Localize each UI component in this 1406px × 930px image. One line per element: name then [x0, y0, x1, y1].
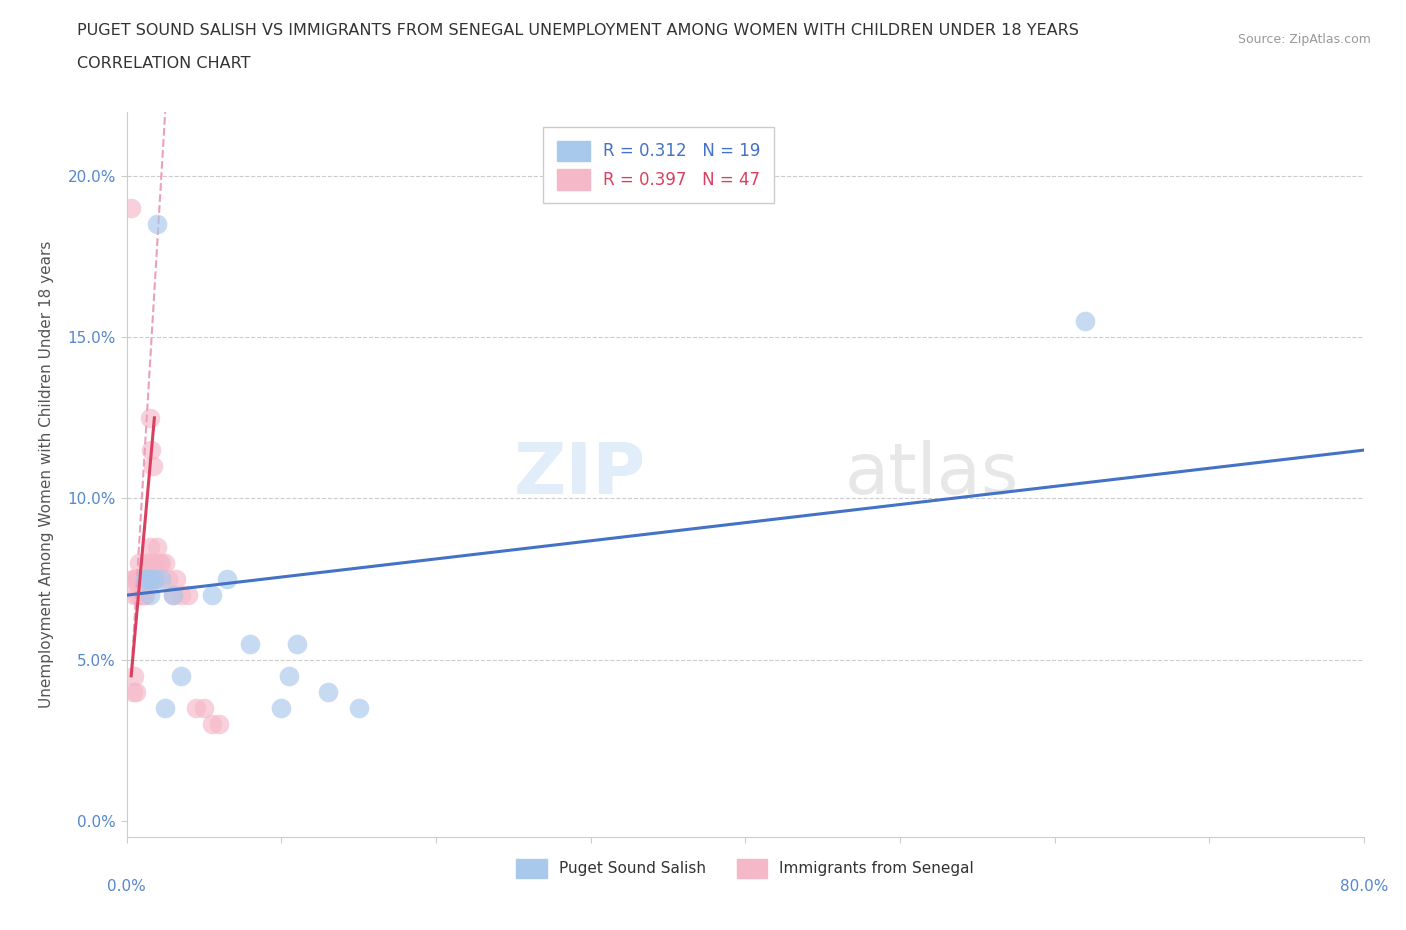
Point [145, 572, 167, 587]
Point [136, 572, 159, 587]
Point [148, 555, 170, 570]
Point [177, 588, 200, 603]
Point [201, 588, 224, 603]
Point [157, 572, 180, 587]
Point [201, 717, 224, 732]
Point [135, 555, 157, 570]
Point [162, 588, 184, 603]
Point [125, 572, 148, 587]
Point [138, 572, 162, 587]
Point [141, 572, 163, 587]
Point [138, 588, 162, 603]
Y-axis label: Unemployment Among Women with Children Under 18 years: Unemployment Among Women with Children U… [39, 241, 53, 708]
Point [1074, 313, 1097, 328]
Point [208, 717, 231, 732]
Text: 0.0%: 0.0% [107, 879, 146, 894]
Point [134, 572, 156, 587]
Point [285, 636, 308, 651]
Point [127, 588, 149, 603]
Point [132, 588, 155, 603]
Point [165, 572, 187, 587]
Point [239, 636, 262, 651]
Point [132, 572, 155, 587]
Point [124, 588, 146, 603]
Text: ZIP: ZIP [515, 440, 647, 509]
Point [134, 588, 156, 603]
Point [142, 572, 165, 587]
Point [347, 700, 370, 715]
Point [153, 700, 177, 715]
Point [121, 572, 143, 587]
Text: CORRELATION CHART: CORRELATION CHART [77, 56, 250, 71]
Point [169, 669, 191, 684]
Point [129, 588, 152, 603]
Point [128, 572, 150, 587]
Point [169, 588, 191, 603]
Point [146, 217, 169, 232]
Point [135, 572, 157, 587]
Point [149, 572, 172, 587]
Point [162, 588, 184, 603]
Point [136, 555, 159, 570]
Point [135, 572, 157, 587]
Point [193, 700, 215, 715]
Point [120, 201, 142, 216]
Point [138, 539, 162, 554]
Point [124, 669, 146, 684]
Point [153, 555, 177, 570]
Point [131, 588, 153, 603]
Point [121, 684, 143, 699]
Text: Source: ZipAtlas.com: Source: ZipAtlas.com [1237, 33, 1371, 46]
Point [316, 684, 339, 699]
Point [135, 572, 157, 587]
Point [146, 539, 169, 554]
Point [142, 458, 165, 473]
Point [143, 572, 166, 587]
Point [149, 555, 172, 570]
Text: PUGET SOUND SALISH VS IMMIGRANTS FROM SENEGAL UNEMPLOYMENT AMONG WOMEN WITH CHIL: PUGET SOUND SALISH VS IMMIGRANTS FROM SE… [77, 23, 1080, 38]
Point [129, 572, 152, 587]
Text: atlas: atlas [844, 440, 1018, 509]
Point [186, 700, 208, 715]
Text: 80.0%: 80.0% [1340, 879, 1388, 894]
Point [124, 572, 146, 587]
Point [134, 572, 156, 587]
Point [128, 555, 150, 570]
Legend: Puget Sound Salish, Immigrants from Senegal: Puget Sound Salish, Immigrants from Sene… [510, 853, 980, 884]
Point [138, 572, 162, 587]
Point [125, 684, 148, 699]
Point [143, 555, 166, 570]
Point [141, 443, 163, 458]
Point [127, 572, 149, 587]
Point [278, 669, 301, 684]
Point [270, 700, 292, 715]
Point [217, 572, 239, 587]
Point [138, 410, 162, 425]
Point [131, 572, 153, 587]
